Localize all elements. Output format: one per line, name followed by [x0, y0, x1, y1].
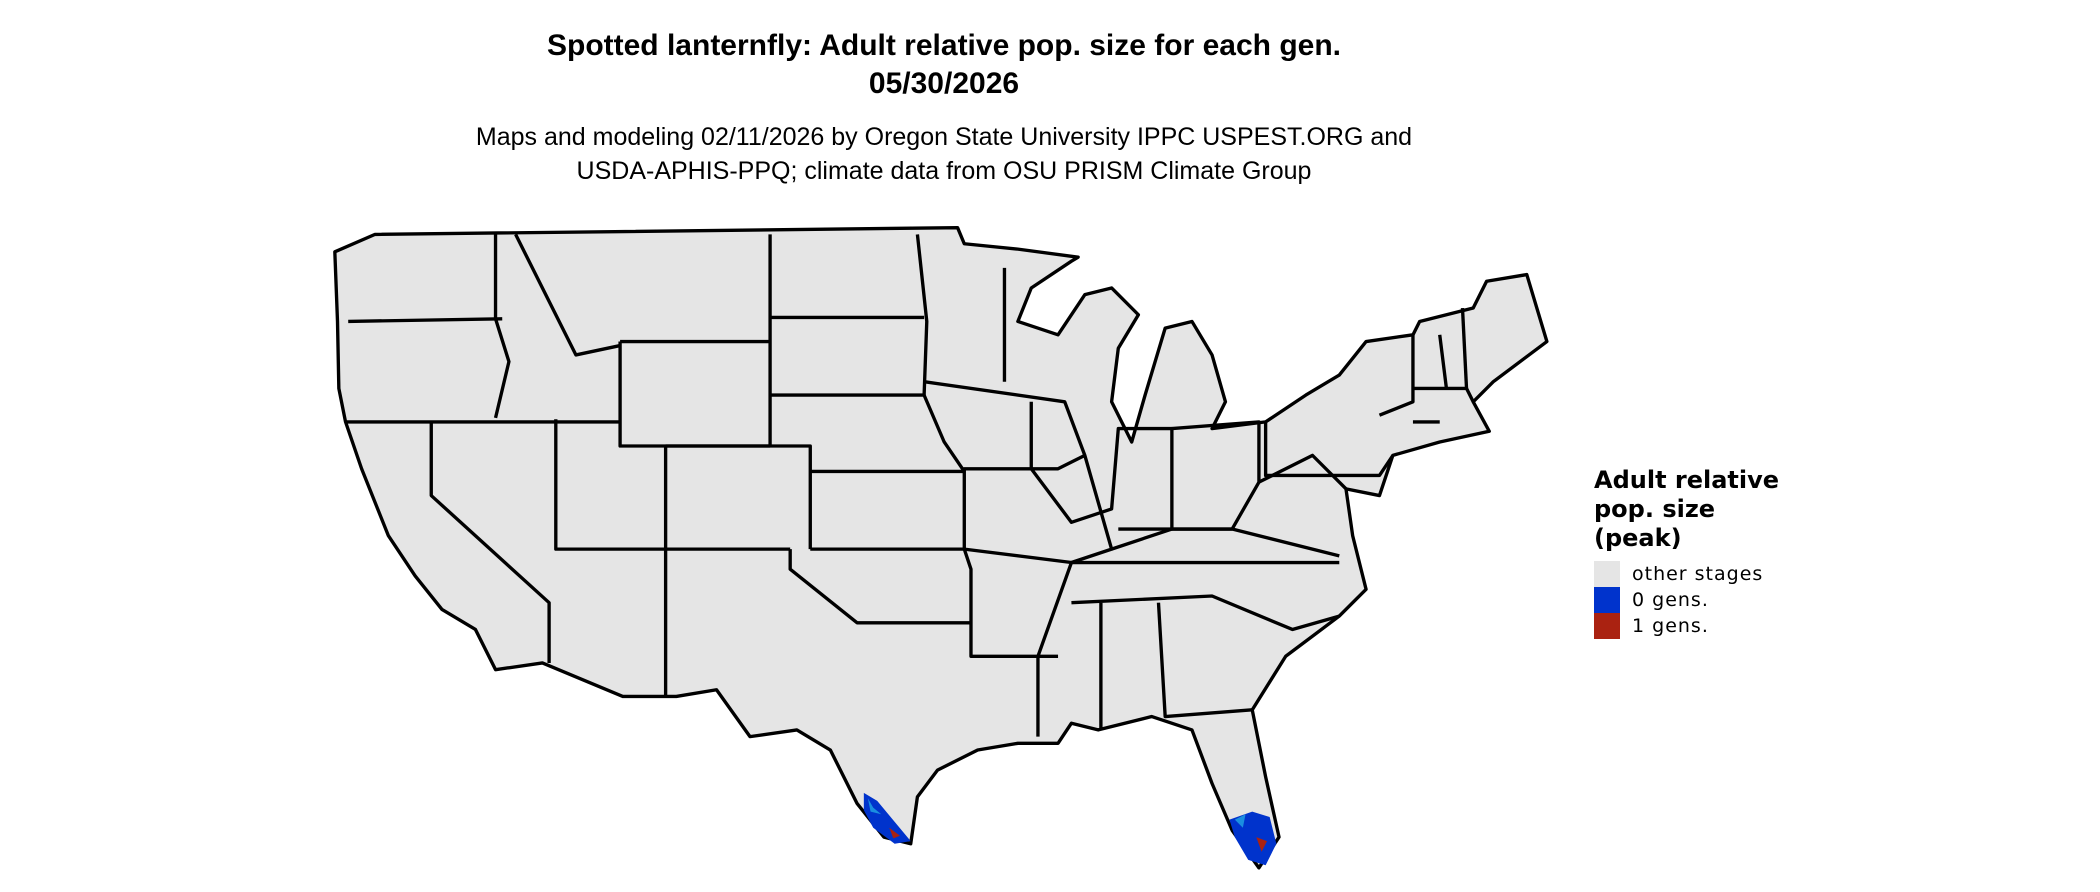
- state-border-line: [788, 549, 971, 625]
- state-border-line: [348, 317, 503, 324]
- state-border-line: [1258, 453, 1348, 491]
- legend-label: other stages: [1632, 563, 1764, 585]
- legend-title-line3: (peak): [1594, 524, 1682, 552]
- population-patch: [1256, 837, 1267, 852]
- state-border-line: [514, 233, 621, 357]
- population-patch: [1234, 814, 1246, 828]
- state-border-line: [429, 421, 551, 663]
- map-date: 05/30/2026: [868, 67, 1020, 100]
- map-title: Spotted lanternfly: Adult relative pop. …: [546, 29, 1341, 62]
- state-border-line: [1263, 421, 1395, 478]
- state-border-line: [665, 444, 812, 550]
- legend-title-line1: Adult relative: [1594, 466, 1780, 494]
- population-patch: [889, 827, 900, 839]
- population-area-south-texas: [863, 792, 911, 844]
- state-border-line: [770, 393, 966, 473]
- map-subtitle-line2: USDA-APHIS-PPQ; climate data from OSU PR…: [576, 157, 1312, 185]
- legend-title-line2: pop. size: [1594, 495, 1716, 523]
- state-border-line: [923, 380, 1087, 550]
- legend-item-0-gens: 0 gens.: [1594, 587, 1779, 613]
- state-border-line: [915, 234, 929, 396]
- state-borders: [345, 233, 1475, 737]
- legend-swatch: [1594, 613, 1620, 639]
- legend-label: 0 gens.: [1632, 589, 1709, 611]
- state-border-line: [554, 419, 791, 551]
- state-border-line: [1156, 602, 1253, 719]
- population-patch: [863, 792, 911, 844]
- population-patch: [867, 798, 882, 815]
- state-border-line: [1111, 527, 1340, 558]
- state-border-line: [1071, 594, 1340, 632]
- legend-swatch: [1594, 587, 1620, 613]
- legend: Adult relative pop. size (peak) other st…: [1594, 466, 1779, 639]
- state-border-line: [1029, 401, 1174, 531]
- state-border-line: [1378, 334, 1415, 417]
- legend-item-1-gens: 1 gens.: [1594, 613, 1779, 639]
- state-border-line: [1036, 454, 1114, 737]
- state-border-line: [1460, 307, 1469, 389]
- state-border-line: [493, 234, 511, 419]
- state-border-line: [810, 547, 1059, 658]
- map-subtitle-line1: Maps and modeling 02/11/2026 by Oregon S…: [475, 123, 1413, 151]
- legend-swatch: [1594, 561, 1620, 587]
- legend-item-other-stages: other stages: [1594, 561, 1779, 587]
- legend-label: 1 gens.: [1632, 615, 1709, 637]
- state-border-line: [1438, 334, 1449, 389]
- population-area-south-florida: [1229, 811, 1277, 866]
